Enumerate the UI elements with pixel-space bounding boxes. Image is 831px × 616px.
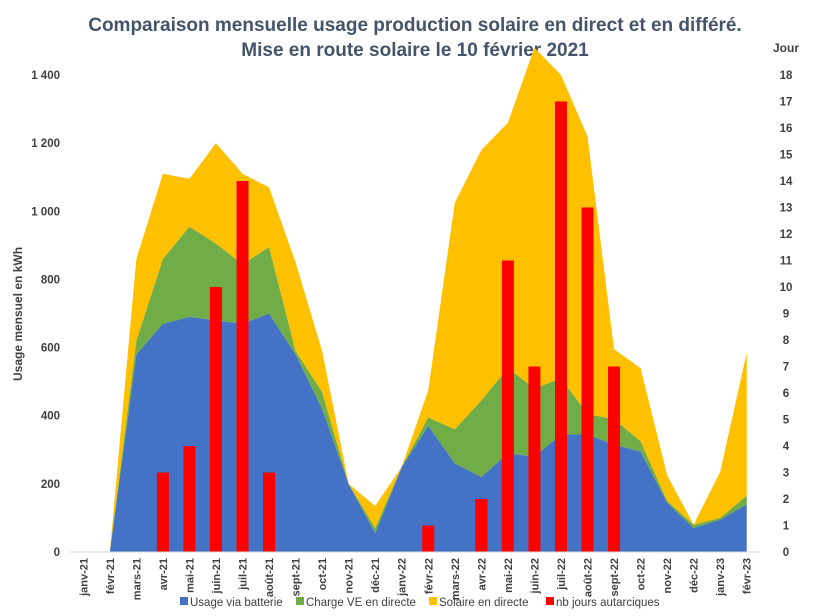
y2-tick-label: 17 bbox=[780, 97, 793, 109]
x-tick-label: déc-22 bbox=[689, 558, 701, 593]
y2-tick-label: 15 bbox=[780, 150, 793, 162]
x-tick-label: nov-21 bbox=[344, 558, 356, 593]
x-tick-label: févr-21 bbox=[105, 558, 117, 594]
bar-juil-21 bbox=[236, 181, 249, 552]
area-solaire-en-directe bbox=[83, 47, 747, 552]
x-tick-label: déc-21 bbox=[370, 558, 382, 593]
x-tick-label: mars-22 bbox=[450, 558, 462, 600]
bar-aout-22 bbox=[581, 207, 594, 552]
y-tick-label: 0 bbox=[54, 547, 60, 559]
bar-juin-21 bbox=[209, 287, 222, 552]
y2-tick-label: 11 bbox=[780, 256, 793, 268]
y2-tick-label: 7 bbox=[783, 362, 789, 374]
x-tick-label: juin-22 bbox=[529, 558, 541, 594]
x-tick-label: janv-23 bbox=[715, 558, 727, 597]
legend: Usage via batterie Charge VE en directe So… bbox=[180, 597, 660, 609]
legend-label-nb-jours-autarciques: nb jours autarciques bbox=[556, 597, 660, 609]
legend-label-charge-ve-en-directe: Charge VE en directe bbox=[306, 597, 416, 609]
x-tick-label: avr-21 bbox=[158, 558, 170, 590]
y2-tick-label: 18 bbox=[780, 70, 793, 82]
y-tick-label: 1 200 bbox=[31, 138, 60, 150]
y-tick-label: 200 bbox=[41, 479, 60, 491]
y2-tick-label: 13 bbox=[780, 203, 793, 215]
legend-swatch-charge-ve-en-directe bbox=[296, 597, 304, 605]
y2-tick-label: 8 bbox=[783, 335, 790, 347]
x-tick-label: oct-22 bbox=[636, 558, 648, 590]
bar-series-group bbox=[156, 101, 621, 552]
x-tick-label: févr-22 bbox=[423, 558, 435, 594]
y2-axis-label: Jour bbox=[773, 41, 799, 55]
chart-subtitle: Mise en route solaire le 10 février 2021 bbox=[241, 40, 589, 61]
x-tick-label: juin-21 bbox=[211, 558, 223, 594]
chart-title: Comparaison mensuelle usage production s… bbox=[88, 15, 742, 36]
x-tick-label: mars-21 bbox=[131, 558, 143, 600]
x-tick-label: sept-21 bbox=[291, 558, 303, 597]
x-tick-label: mai-21 bbox=[184, 558, 196, 593]
x-tick-label: févr-23 bbox=[742, 558, 754, 594]
x-tick-label: oct-21 bbox=[317, 558, 329, 590]
x-tick-label: janv-21 bbox=[78, 558, 90, 597]
bar-sept-22 bbox=[608, 366, 621, 552]
bar-fevr-22 bbox=[422, 525, 435, 552]
bar-aout-21 bbox=[263, 472, 276, 552]
x-tick-label: avr-22 bbox=[476, 558, 488, 590]
y2-tick-label: 6 bbox=[783, 388, 789, 400]
y2-tick-label: 0 bbox=[783, 547, 789, 559]
x-tick-label: août-22 bbox=[583, 558, 595, 597]
x-tick-label: mai-22 bbox=[503, 558, 515, 593]
area-series-group bbox=[83, 47, 747, 552]
y2-tick-label: 9 bbox=[783, 309, 789, 321]
bar-juin-22 bbox=[528, 366, 541, 552]
y-tick-label: 600 bbox=[41, 343, 60, 355]
y-tick-label: 400 bbox=[41, 411, 60, 423]
y2-tick-label: 16 bbox=[780, 123, 793, 135]
y2-tick-label: 10 bbox=[780, 282, 793, 294]
bar-juil-22 bbox=[554, 101, 567, 552]
area-charge-ve-en-directe bbox=[83, 226, 747, 552]
y-tick-label: 1 400 bbox=[31, 70, 60, 82]
y-axis-label: Usage mensuel en kWh bbox=[11, 247, 25, 381]
y2-tick-label: 12 bbox=[780, 229, 793, 241]
x-tick-label: sept-22 bbox=[609, 558, 621, 597]
y2-tick-label: 1 bbox=[783, 521, 790, 533]
bar-mai-22 bbox=[501, 260, 514, 552]
x-tick-label: juil-21 bbox=[238, 558, 250, 591]
bar-avr-22 bbox=[475, 499, 488, 552]
y2-tick-label: 3 bbox=[783, 468, 789, 480]
y2-tick-label: 5 bbox=[783, 415, 790, 427]
x-tick-label: août-21 bbox=[264, 558, 276, 597]
y-tick-label: 1 000 bbox=[31, 206, 60, 218]
legend-swatch-nb-jours-autarciques bbox=[546, 597, 554, 605]
legend-swatch-solaire-en-directe bbox=[429, 597, 437, 605]
legend-swatch-usage-via-batterie bbox=[180, 597, 188, 605]
bar-avr-21 bbox=[156, 472, 169, 552]
x-tick-label: juil-22 bbox=[556, 558, 568, 591]
y2-tick-label: 4 bbox=[783, 441, 790, 453]
x-tick-label: nov-22 bbox=[662, 558, 674, 593]
x-tick-label: janv-22 bbox=[397, 558, 409, 597]
legend-label-usage-via-batterie: Usage via batterie bbox=[190, 597, 283, 609]
area-usage-via-batterie bbox=[83, 313, 747, 552]
y2-tick-label: 2 bbox=[783, 494, 789, 506]
bar-mai-21 bbox=[183, 446, 196, 552]
legend-label-solaire-en-directe: Solaire en directe bbox=[439, 597, 529, 609]
y2-tick-label: 14 bbox=[780, 176, 793, 188]
y-tick-label: 800 bbox=[41, 274, 60, 286]
